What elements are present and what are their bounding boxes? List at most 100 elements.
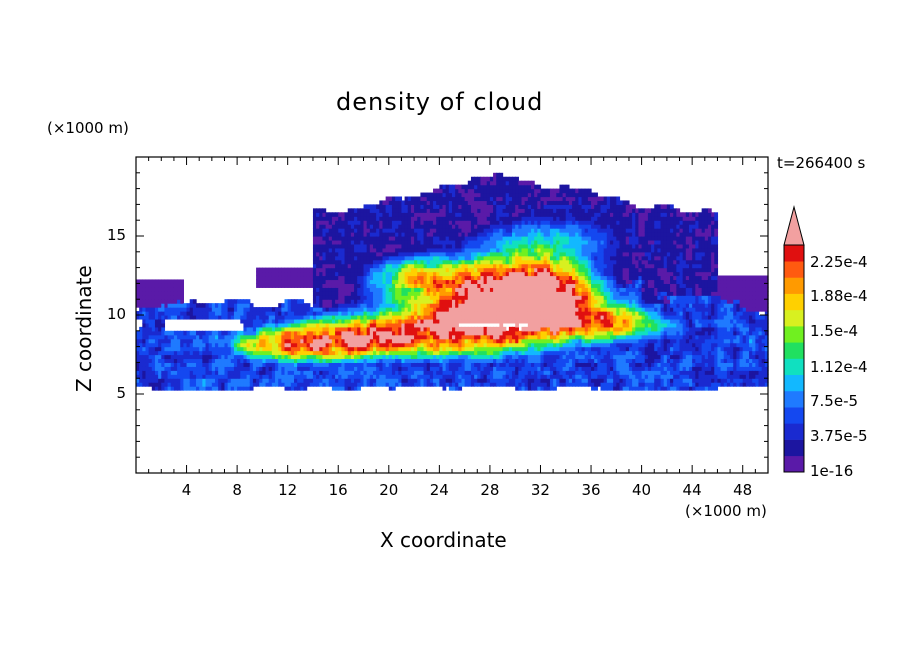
density-cell	[354, 358, 358, 363]
density-cell	[518, 180, 523, 186]
density-cell	[224, 330, 229, 336]
density-cell	[240, 358, 245, 363]
density-cell	[455, 192, 459, 198]
density-cell	[512, 362, 516, 367]
density-cell	[335, 263, 339, 269]
density-cell	[467, 184, 472, 190]
density-cell	[154, 299, 159, 304]
density-cell	[470, 346, 475, 352]
density-cell	[325, 315, 330, 320]
density-cell	[540, 342, 545, 348]
density-cell	[256, 366, 260, 371]
density-cell	[360, 236, 365, 241]
density-cell	[202, 346, 207, 352]
density-cell	[388, 315, 393, 320]
density-cell	[436, 326, 440, 332]
density-cell	[540, 204, 545, 209]
density-cell	[489, 204, 494, 209]
density-cell	[470, 200, 475, 205]
density-cell	[357, 386, 361, 391]
density-cell	[271, 350, 276, 356]
density-cell	[300, 346, 305, 352]
density-cell	[477, 342, 482, 348]
density-cell	[391, 200, 396, 205]
density-cell	[486, 370, 491, 375]
density-cell	[180, 307, 184, 312]
density-cell	[461, 334, 466, 340]
density-cell	[470, 239, 475, 245]
density-cell	[265, 318, 270, 324]
density-cell	[398, 315, 403, 320]
density-cell	[350, 259, 355, 265]
density-cell	[161, 322, 166, 328]
density-cell	[404, 212, 409, 217]
density-cell	[499, 228, 504, 233]
density-cell	[455, 263, 459, 269]
density-cell	[335, 378, 339, 383]
density-cell	[154, 279, 159, 284]
density-cell	[401, 247, 406, 253]
density-cell	[496, 228, 500, 233]
density-cell	[290, 382, 295, 387]
density-cell	[461, 271, 466, 277]
density-cell	[369, 374, 374, 379]
density-cell	[518, 291, 523, 296]
density-cell	[294, 386, 298, 391]
density-cell	[319, 315, 324, 320]
density-cell	[505, 232, 510, 237]
density-cell	[322, 247, 327, 253]
density-cell	[376, 330, 380, 336]
density-cell	[442, 386, 447, 391]
density-cell	[373, 271, 377, 277]
density-cell	[404, 239, 409, 245]
density-cell	[448, 334, 453, 340]
density-cell	[426, 358, 431, 363]
density-cell	[385, 346, 390, 352]
density-cell	[215, 307, 219, 312]
density-cell	[360, 318, 365, 324]
density-cell	[508, 176, 513, 182]
density-cell	[426, 283, 431, 288]
density-cell	[328, 318, 333, 324]
density-cell	[452, 382, 456, 387]
density-cell	[369, 370, 374, 375]
density-cell	[445, 228, 450, 233]
density-cell	[452, 224, 456, 229]
density-cell	[527, 287, 532, 292]
density-cell	[452, 350, 456, 356]
density-cell	[518, 354, 523, 360]
density-cell	[534, 279, 538, 284]
density-cell	[360, 334, 365, 340]
density-cell	[448, 271, 453, 277]
density-cell	[401, 322, 406, 328]
density-cell	[338, 386, 342, 391]
density-cell	[467, 311, 472, 316]
density-cell	[458, 188, 463, 194]
density-cell	[385, 354, 390, 360]
density-cell	[452, 239, 456, 245]
density-cell	[467, 220, 472, 225]
density-cell	[256, 358, 260, 363]
density-cell	[496, 362, 500, 367]
density-cell	[474, 251, 478, 257]
density-cell	[461, 239, 466, 245]
density-cell	[227, 358, 232, 363]
density-cell	[445, 382, 450, 387]
density-cell	[240, 366, 245, 371]
density-cell	[215, 370, 219, 375]
density-cell	[505, 318, 510, 324]
density-cell	[464, 192, 469, 198]
density-cell	[470, 204, 475, 209]
density-cell	[290, 279, 295, 284]
density-cell	[360, 326, 365, 332]
density-cell	[502, 346, 507, 352]
density-cell	[328, 307, 333, 312]
density-cell	[199, 311, 203, 316]
density-cell	[344, 350, 349, 356]
density-cell	[265, 374, 270, 379]
density-cell	[420, 330, 425, 336]
density-cell	[480, 239, 485, 245]
density-cell	[417, 232, 421, 237]
density-cell	[398, 216, 403, 221]
density-cell	[363, 239, 368, 245]
